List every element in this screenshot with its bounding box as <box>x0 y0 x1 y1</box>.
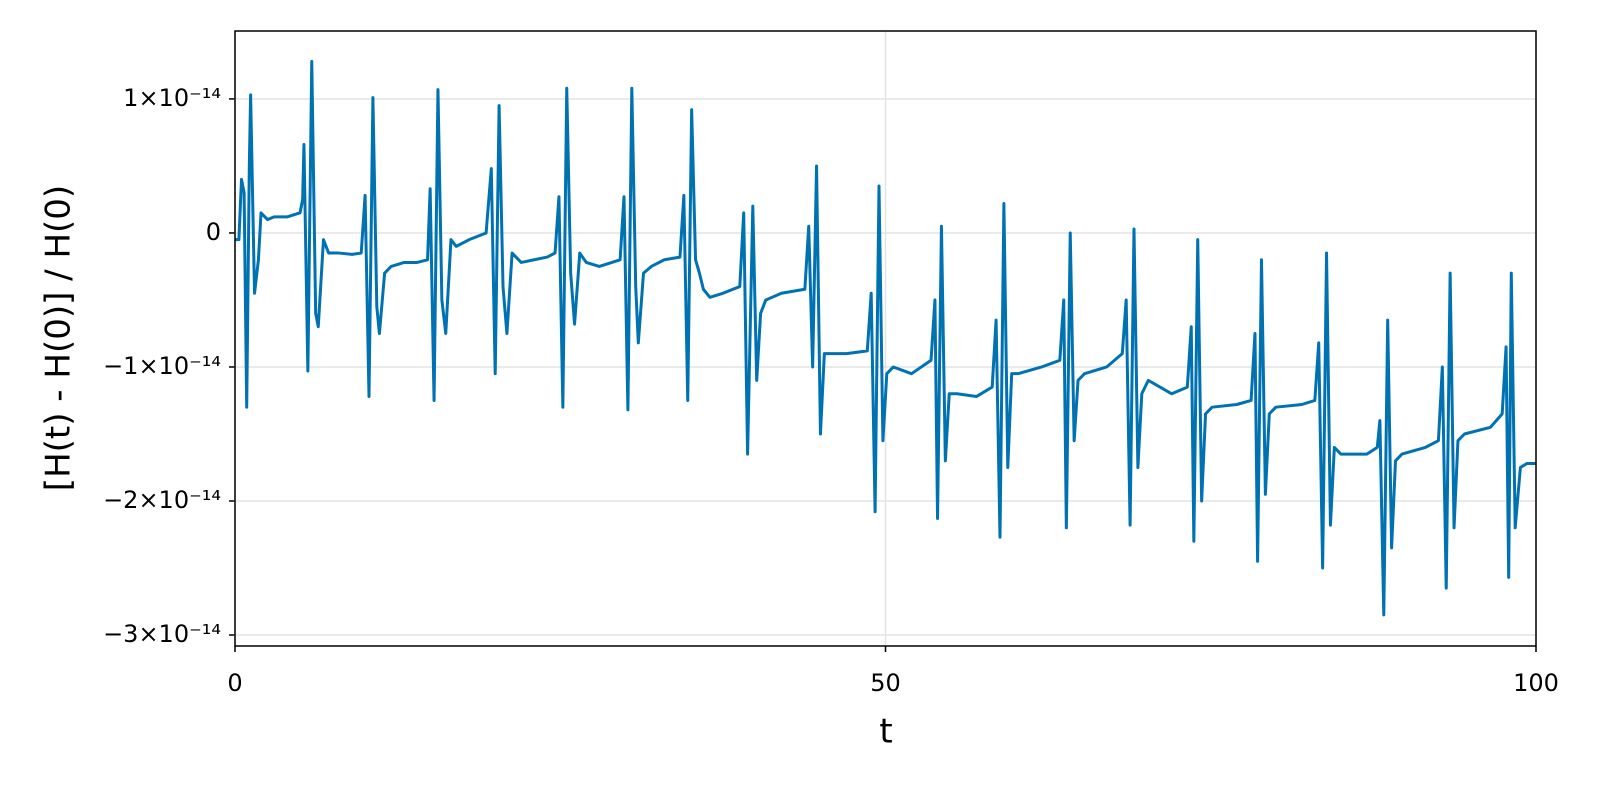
y-tick-label: −3×10⁻¹⁴ <box>103 620 221 648</box>
x-axis-title: t <box>879 712 892 752</box>
y-tick-label: −2×10⁻¹⁴ <box>103 486 221 514</box>
y-axis-title: [H(t) - H(0)] / H(0) <box>39 185 79 491</box>
x-tick-label: 0 <box>227 669 242 697</box>
x-tick-label: 50 <box>870 669 901 697</box>
y-tick-label: 0 <box>206 218 221 246</box>
y-tick-label: −1×10⁻¹⁴ <box>103 352 221 380</box>
data-line <box>235 59 1536 617</box>
y-tick-label: 1×10⁻¹⁴ <box>123 84 221 112</box>
x-tick-label: 100 <box>1513 669 1559 697</box>
plot-frame <box>234 30 1537 647</box>
